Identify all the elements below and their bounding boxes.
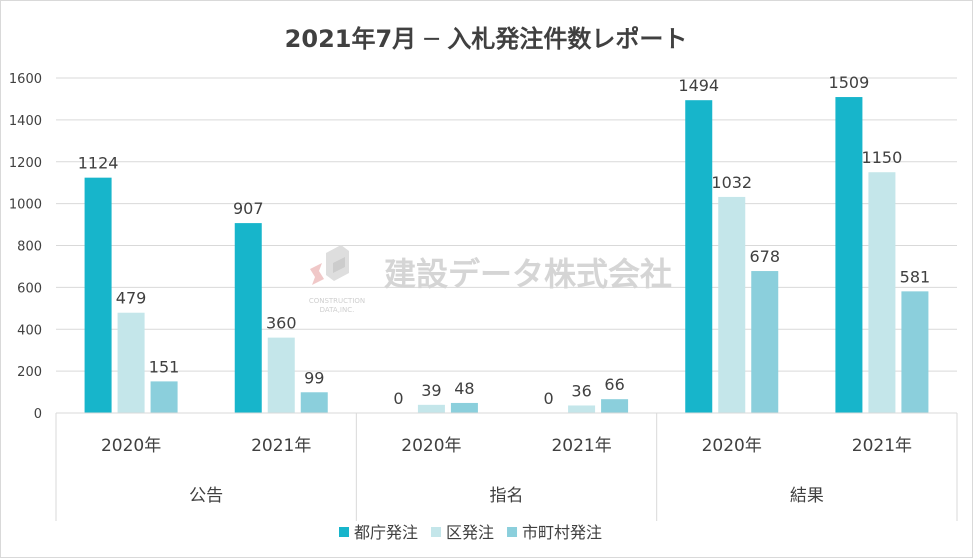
x-tick-label: 2020年 xyxy=(101,436,161,456)
legend-label: 市町村発注 xyxy=(522,523,602,542)
bar xyxy=(601,399,629,413)
data-label: 39 xyxy=(421,381,441,400)
data-label: 66 xyxy=(604,375,624,394)
data-label: 1509 xyxy=(829,73,870,92)
category-group-label: 指名 xyxy=(490,486,524,506)
bar xyxy=(267,337,295,413)
y-tick-label: 1000 xyxy=(9,198,42,213)
bar xyxy=(685,100,713,413)
data-labels: 1124 907 0 0 1494 1509 479 360 39 36 1032 1150 151 99… xyxy=(78,73,930,408)
bar xyxy=(835,97,863,413)
data-label: 0 xyxy=(543,389,553,408)
data-label: 1032 xyxy=(711,173,752,192)
grid-lines xyxy=(56,77,957,414)
bar xyxy=(868,172,896,413)
bar xyxy=(901,291,929,413)
x-tick-label: 2021年 xyxy=(551,436,611,456)
legend-label: 区発注 xyxy=(446,523,494,542)
bar xyxy=(751,271,779,413)
legend-swatch xyxy=(431,527,442,537)
bar xyxy=(417,404,445,413)
bar xyxy=(117,312,145,413)
y-tick-label: 600 xyxy=(17,281,42,296)
bar xyxy=(234,223,262,413)
chart-title: 2021年7月 ─ 入札発注件数レポート xyxy=(285,25,688,53)
bar xyxy=(84,177,112,413)
data-label: 1124 xyxy=(78,154,119,173)
bar xyxy=(568,405,596,413)
data-label: 1150 xyxy=(862,148,903,167)
x-tick-label: 2021年 xyxy=(251,436,311,456)
data-label: 360 xyxy=(266,314,297,333)
data-label: 581 xyxy=(900,267,931,286)
category-group-label: 公告 xyxy=(189,486,223,506)
bar xyxy=(718,196,746,413)
legend-swatch xyxy=(507,527,518,537)
watermark: CONSTRUCTION DATA,INC. 建設データ株式会社 xyxy=(309,245,672,314)
data-label: 479 xyxy=(116,289,147,308)
data-label: 0 xyxy=(393,389,403,408)
legend-label: 都庁発注 xyxy=(354,523,418,542)
bar xyxy=(300,392,328,413)
data-label: 678 xyxy=(749,247,780,266)
x-tick-label: 2020年 xyxy=(702,436,762,456)
watermark-line1: CONSTRUCTION xyxy=(309,297,365,305)
y-tick-label: 400 xyxy=(17,323,42,338)
x-tick-label: 2020年 xyxy=(401,436,461,456)
bar xyxy=(150,381,178,413)
data-label: 48 xyxy=(454,379,474,398)
y-tick-label: 1400 xyxy=(9,114,42,129)
data-label: 1494 xyxy=(678,76,719,95)
company-logo-icon xyxy=(310,245,349,285)
category-group-label: 結果 xyxy=(790,486,824,506)
legend: 都庁発注 区発注 市町村発注 xyxy=(339,523,602,542)
y-tick-label: 1200 xyxy=(9,156,42,171)
y-tick-label: 0 xyxy=(34,407,42,422)
watermark-line2: DATA,INC. xyxy=(320,306,355,314)
legend-swatch xyxy=(339,527,349,537)
data-label: 151 xyxy=(149,357,180,376)
bar xyxy=(450,402,478,413)
watermark-text: 建設データ株式会社 xyxy=(384,255,672,293)
y-axis: 0 200 400 600 800 1000 1200 1400 1600 xyxy=(9,72,42,422)
bars xyxy=(84,97,929,413)
x-tick-label: 2021年 xyxy=(852,436,912,456)
y-tick-label: 200 xyxy=(17,365,42,380)
y-tick-label: 1600 xyxy=(9,72,42,87)
data-label: 36 xyxy=(571,381,591,400)
data-label: 907 xyxy=(233,199,264,218)
y-tick-label: 800 xyxy=(17,240,42,255)
data-label: 99 xyxy=(304,368,324,387)
